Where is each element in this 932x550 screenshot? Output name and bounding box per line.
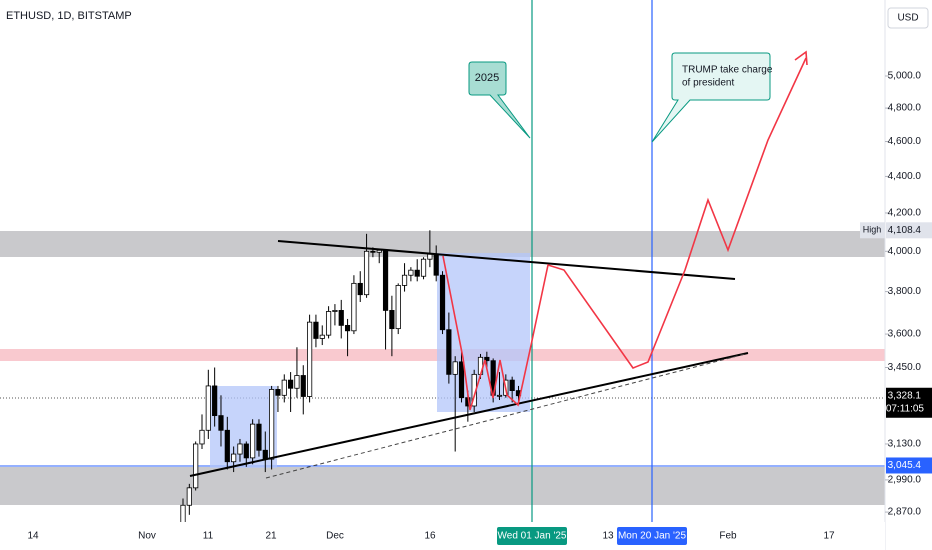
- candle-body: [363, 250, 370, 296]
- candle-body: [401, 274, 408, 286]
- candle-body: [275, 389, 281, 396]
- y-tick-label: 2,990.0: [888, 475, 922, 486]
- y-tick-label: 3,450.0: [888, 362, 922, 373]
- candle-body: [306, 321, 313, 397]
- candle-body: [484, 356, 490, 362]
- x-tick-label: 21: [265, 531, 277, 542]
- projection-path: [442, 57, 807, 411]
- support-zone: [0, 467, 885, 505]
- candle-body: [389, 310, 395, 330]
- x-tick-label: 13: [602, 531, 614, 542]
- candle-body: [414, 269, 420, 277]
- y-tick-label: 3,600.0: [888, 329, 922, 340]
- candle-body: [332, 310, 338, 312]
- high-label: 4,108.4: [888, 225, 922, 236]
- candle-body: [496, 394, 503, 397]
- candle-body: [370, 250, 376, 253]
- candle-body: [351, 282, 357, 332]
- candle-body: [338, 310, 344, 326]
- x-tick-label: 11: [203, 531, 214, 542]
- y-tick-label: 4,400.0: [888, 171, 922, 182]
- last-price-label: 3,328.1: [888, 390, 922, 401]
- candle-body: [344, 324, 351, 332]
- x-tick-label: Feb: [719, 531, 737, 542]
- candle-body: [313, 321, 319, 339]
- last-price-tag: [886, 387, 932, 418]
- candle-body: [224, 429, 230, 463]
- candle-body: [509, 379, 515, 392]
- y-tick-label: 5,000.0: [888, 71, 922, 82]
- callout-text: 2025: [475, 72, 499, 84]
- trend-line: [265, 353, 746, 479]
- level-label: 3,045.4: [888, 460, 922, 471]
- candle-body: [408, 269, 414, 276]
- x-tick-label: Mon 20 Jan '25: [618, 531, 687, 542]
- y-tick-label: 4,200.0: [888, 208, 922, 219]
- candle-body: [357, 282, 363, 296]
- candle-body: [325, 311, 332, 336]
- candle-body: [269, 389, 275, 460]
- candle-body: [300, 375, 306, 397]
- candle-body: [231, 453, 237, 463]
- candle-body: [243, 443, 249, 459]
- candle-body: [237, 443, 243, 455]
- x-tick-label: 14: [27, 531, 39, 542]
- x-tick-label: 17: [823, 531, 835, 542]
- candle-body: [420, 258, 427, 277]
- candle-body: [382, 249, 389, 311]
- candle-body: [427, 253, 433, 260]
- y-tick-label: 2,870.0: [888, 507, 922, 518]
- callout-text: of president: [682, 78, 734, 89]
- level-tag: [886, 457, 932, 474]
- candle-body: [452, 361, 458, 375]
- high-tag: [860, 222, 885, 239]
- symbol-title: ETHUSD, 1D, BITSTAMP: [6, 10, 132, 22]
- callout: [651, 52, 771, 143]
- date-tag: [497, 527, 567, 545]
- x-tick-label: 16: [424, 531, 436, 542]
- candle-body: [193, 443, 199, 489]
- trend-line: [277, 240, 736, 280]
- date-tag: [617, 527, 687, 545]
- y-tick-label: 4,800.0: [888, 103, 922, 114]
- candle-body: [294, 375, 300, 389]
- candle-body: [395, 285, 401, 330]
- countdown: 07:11:05: [886, 403, 925, 414]
- candle-body: [250, 423, 256, 459]
- candle-body: [186, 487, 192, 506]
- y-tick-label: 4,000.0: [888, 246, 922, 257]
- candle-body: [262, 449, 268, 460]
- candle-body: [446, 329, 452, 375]
- candle-body: [458, 361, 465, 399]
- x-tick-label: Dec: [326, 531, 344, 542]
- callout-text: TRUMP take charge: [682, 65, 773, 76]
- candle-body: [439, 274, 446, 331]
- high-tag-text: High: [863, 225, 882, 235]
- arrow-head: [794, 50, 808, 66]
- callout: [468, 61, 531, 139]
- x-tick-label: Wed 01 Jan '25: [498, 531, 567, 542]
- y-tick-label: 3,800.0: [888, 286, 922, 297]
- candle-body: [281, 379, 287, 396]
- candle-body: [205, 385, 211, 431]
- trend-line: [189, 352, 749, 477]
- y-tick-label: 3,130.0: [888, 439, 922, 450]
- candle-body: [199, 429, 205, 445]
- currency-box: [887, 7, 929, 29]
- candle-body: [218, 415, 224, 431]
- time-axis: [0, 522, 885, 550]
- candle-body: [212, 385, 218, 417]
- candle-body: [376, 249, 382, 253]
- candle-body: [256, 423, 262, 451]
- y-tick-label: 4,600.0: [888, 136, 922, 147]
- resistance-zone: [0, 231, 885, 257]
- x-tick-label: Nov: [138, 531, 156, 542]
- candle-body: [319, 334, 325, 339]
- candle-body: [288, 379, 294, 389]
- candle-body: [433, 253, 439, 276]
- high-label-bg: [886, 222, 932, 239]
- currency: USD: [897, 13, 918, 24]
